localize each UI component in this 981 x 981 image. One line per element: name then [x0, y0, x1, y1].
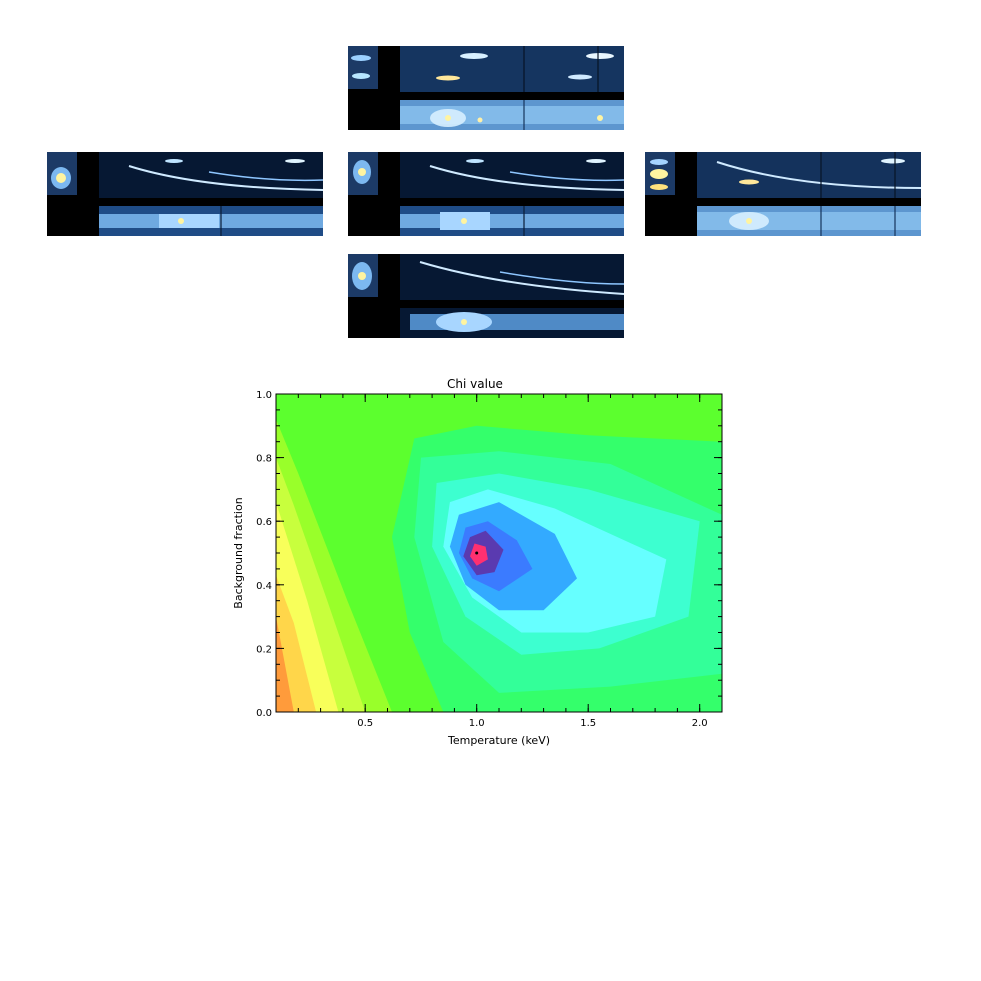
y-tick-label: 0.2	[256, 644, 272, 655]
chi-contour-chart: Chi value 0.5 1.0 1.5 2.0 0.0 0.2 0.4 0.6 0.8 1.0…	[232, 377, 723, 747]
zero-order-image	[348, 254, 378, 297]
x-tick-label: 1.5	[580, 718, 596, 729]
spectra-panel-left	[47, 152, 323, 236]
spectra-panel-center	[348, 152, 624, 236]
x-axis-title: Temperature (keV)	[447, 734, 550, 747]
dispersed-spectrum-image	[400, 152, 624, 198]
y-tick-label: 0.8	[256, 454, 272, 465]
contour-plot-area	[276, 394, 722, 712]
x-tick-label: 2.0	[692, 718, 708, 729]
x-tick-label: 0.5	[357, 718, 373, 729]
dispersed-spectrum-image	[99, 152, 323, 198]
y-tick-label: 1.0	[256, 390, 272, 401]
spectrum-strip-image	[400, 206, 624, 236]
y-tick-label: 0.6	[256, 517, 272, 528]
chart-title: Chi value	[447, 377, 503, 391]
zero-order-image	[645, 152, 675, 195]
y-axis-title: Background fraction	[232, 497, 245, 608]
spectrum-strip-image	[400, 100, 624, 130]
dispersed-spectrum-image	[697, 152, 921, 198]
y-tick-label: 0.0	[256, 708, 272, 719]
spectrum-strip-image	[400, 308, 624, 338]
x-tick-label: 1.0	[469, 718, 485, 729]
spectrum-strip-image	[697, 206, 921, 236]
y-tick-label: 0.4	[256, 581, 272, 592]
chart-axes: 0.5 1.0 1.5 2.0 0.0 0.2 0.4 0.6 0.8 1.0	[256, 390, 723, 729]
spectra-panel-top	[348, 46, 624, 130]
zero-order-image	[348, 46, 378, 89]
chi-minimum-point	[475, 551, 479, 555]
spectrum-strip-image	[99, 206, 323, 236]
zero-order-image	[348, 152, 378, 195]
dispersed-spectrum-image	[400, 46, 624, 92]
zero-order-image	[47, 152, 77, 195]
dispersed-spectrum-image	[400, 254, 624, 300]
spectra-panel-bottom	[348, 254, 624, 338]
spectra-panel-right	[645, 152, 921, 236]
